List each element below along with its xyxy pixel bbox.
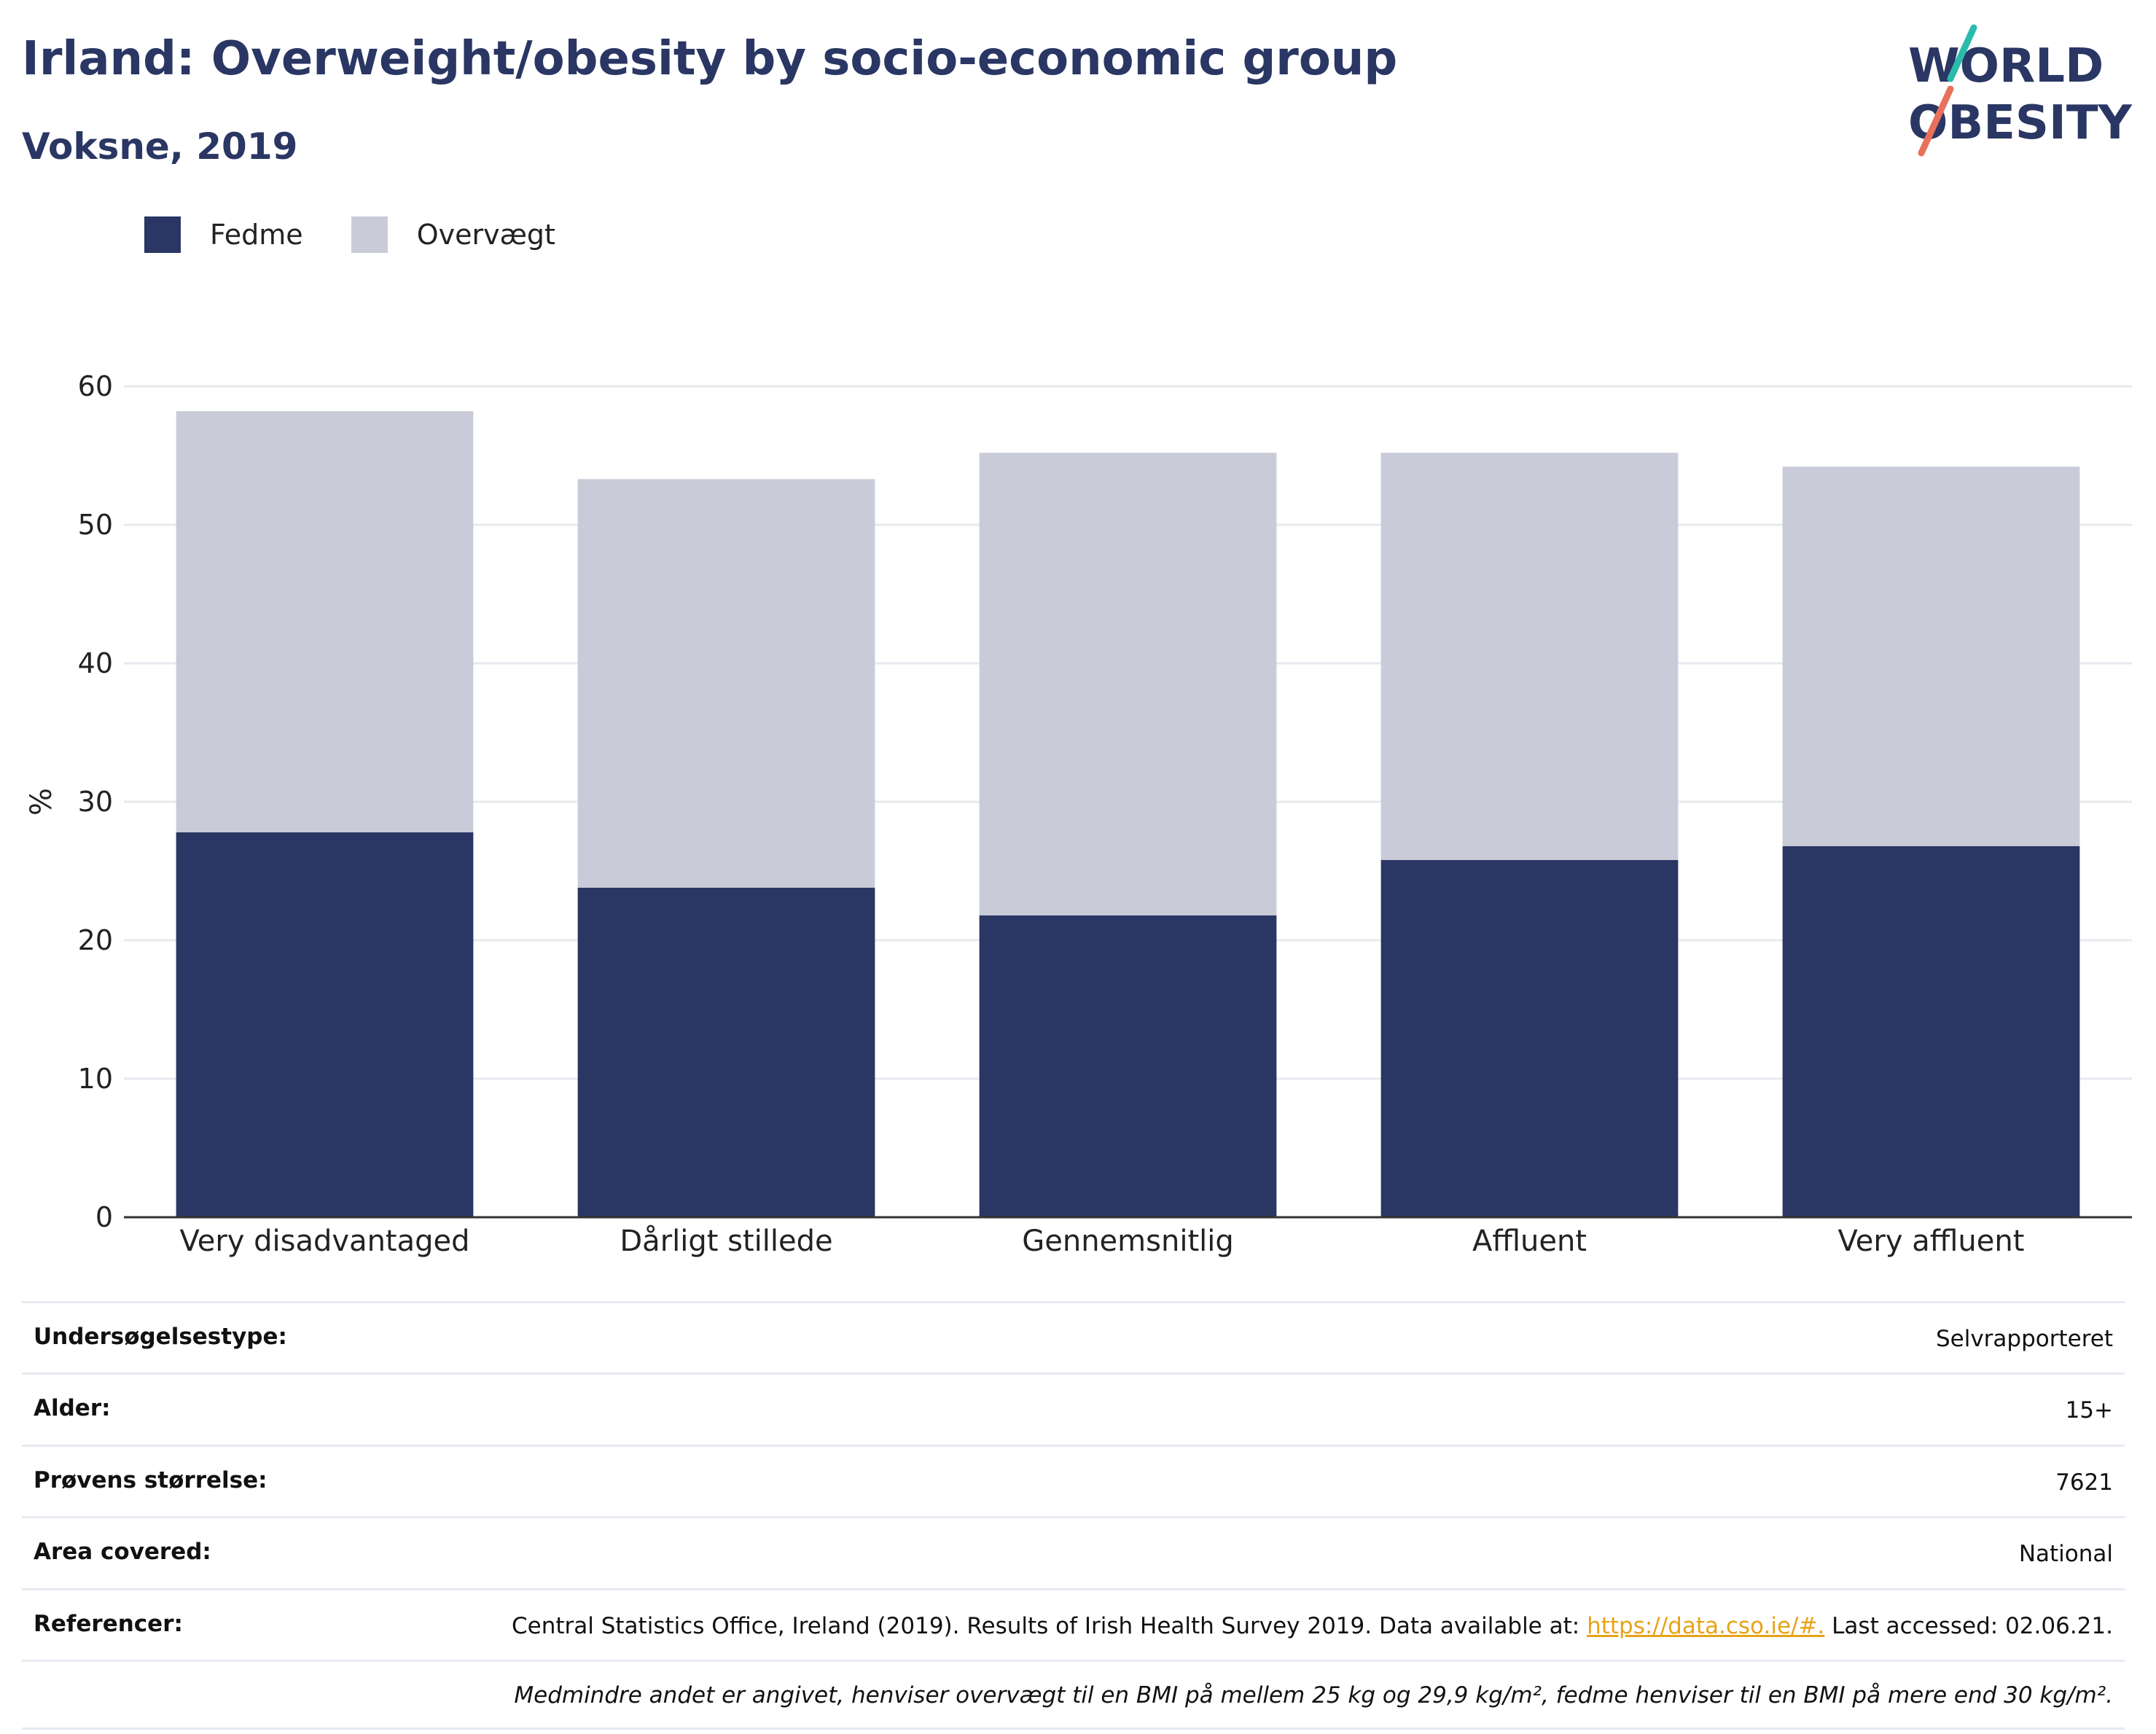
legend-label-fedme: Fedme [210, 219, 303, 251]
reference-text-before: Central Statistics Office, Ireland (2019… [512, 1612, 1587, 1639]
info-key: Undersøgelsestype: [34, 1324, 287, 1350]
reference-text: Central Statistics Office, Ireland (2019… [512, 1611, 2113, 1642]
y-axis-label: % [25, 788, 58, 816]
chart-legend: Fedme Overvægt [144, 216, 604, 254]
legend-item-overvaegt[interactable]: Overvægt [351, 216, 555, 253]
info-value: National [2018, 1541, 2113, 1568]
y-tick-label: 30 [78, 786, 113, 818]
bar-fedme[interactable] [577, 887, 875, 1217]
legend-item-fedme[interactable]: Fedme [144, 216, 303, 253]
y-tick-label: 10 [78, 1063, 113, 1095]
y-tick-label: 40 [78, 647, 113, 679]
bar-fedme[interactable] [1380, 859, 1679, 1217]
bar-fedme[interactable] [1782, 845, 2080, 1217]
info-row-sample-size: Prøvens størrelse: 7621 [22, 1444, 2125, 1516]
info-row-age: Alder: 15+ [22, 1372, 2125, 1444]
definition-note: Medmindre andet er angivet, henviser ove… [22, 1659, 2125, 1730]
bar-overvaegt[interactable] [979, 453, 1277, 915]
info-value: 7621 [2055, 1469, 2113, 1496]
y-tick-label: 50 [78, 509, 113, 541]
legend-label-overvaegt: Overvægt [416, 219, 555, 251]
y-tick-label: 20 [78, 924, 113, 956]
info-key: Referencer: [34, 1610, 183, 1637]
x-tick-label: Very disadvantaged [179, 1225, 469, 1258]
info-row-survey-type: Undersøgelsestype: Selvrapporteret [22, 1301, 2125, 1372]
y-tick-label: 0 [95, 1201, 113, 1233]
x-tick-label: Affluent [1472, 1225, 1587, 1258]
chart-title: Irland: Overweight/obesity by socio-econ… [22, 32, 1398, 86]
legend-swatch-fedme [144, 216, 181, 253]
chart-subtitle: Voksne, 2019 [22, 125, 298, 168]
info-value: Selvrapporteret [1935, 1326, 2113, 1352]
bar-overvaegt[interactable] [1782, 466, 2080, 846]
x-tick-label: Very affluent [1838, 1225, 2025, 1258]
bar-fedme[interactable] [176, 832, 474, 1217]
svg-text:WORLD: WORLD [1908, 39, 2104, 93]
bar-overvaegt[interactable] [577, 479, 875, 888]
info-key: Prøvens størrelse: [34, 1467, 267, 1493]
bar-overvaegt[interactable] [1380, 453, 1679, 860]
stacked-bar-chart: 0 10 20 30 40 50 60% Very disadvantaged Dårligt … [25, 370, 2132, 1258]
info-row-references: Referencer: Central Statistics Office, I… [22, 1587, 2125, 1660]
info-table: Undersøgelsestype: Selvrapporteret Alder… [22, 1301, 2125, 1730]
legend-swatch-overvaegt [351, 216, 388, 253]
reference-link[interactable]: https://data.cso.ie/#. [1587, 1612, 1825, 1639]
reference-text-after: Last accessed: 02.06.21. [1824, 1612, 2113, 1639]
info-key: Area covered: [34, 1539, 211, 1566]
bar-fedme[interactable] [979, 915, 1277, 1217]
info-key: Alder: [34, 1395, 111, 1422]
info-row-area: Area covered: National [22, 1516, 2125, 1587]
x-tick-label: Gennemsnitlig [1022, 1225, 1234, 1258]
x-tick-label: Dårligt stillede [620, 1225, 832, 1258]
y-tick-label: 60 [78, 370, 113, 402]
bar-overvaegt[interactable] [176, 411, 474, 832]
info-value: 15+ [2065, 1397, 2113, 1424]
world-obesity-logo: WORLD OBESITY [1908, 24, 2132, 157]
